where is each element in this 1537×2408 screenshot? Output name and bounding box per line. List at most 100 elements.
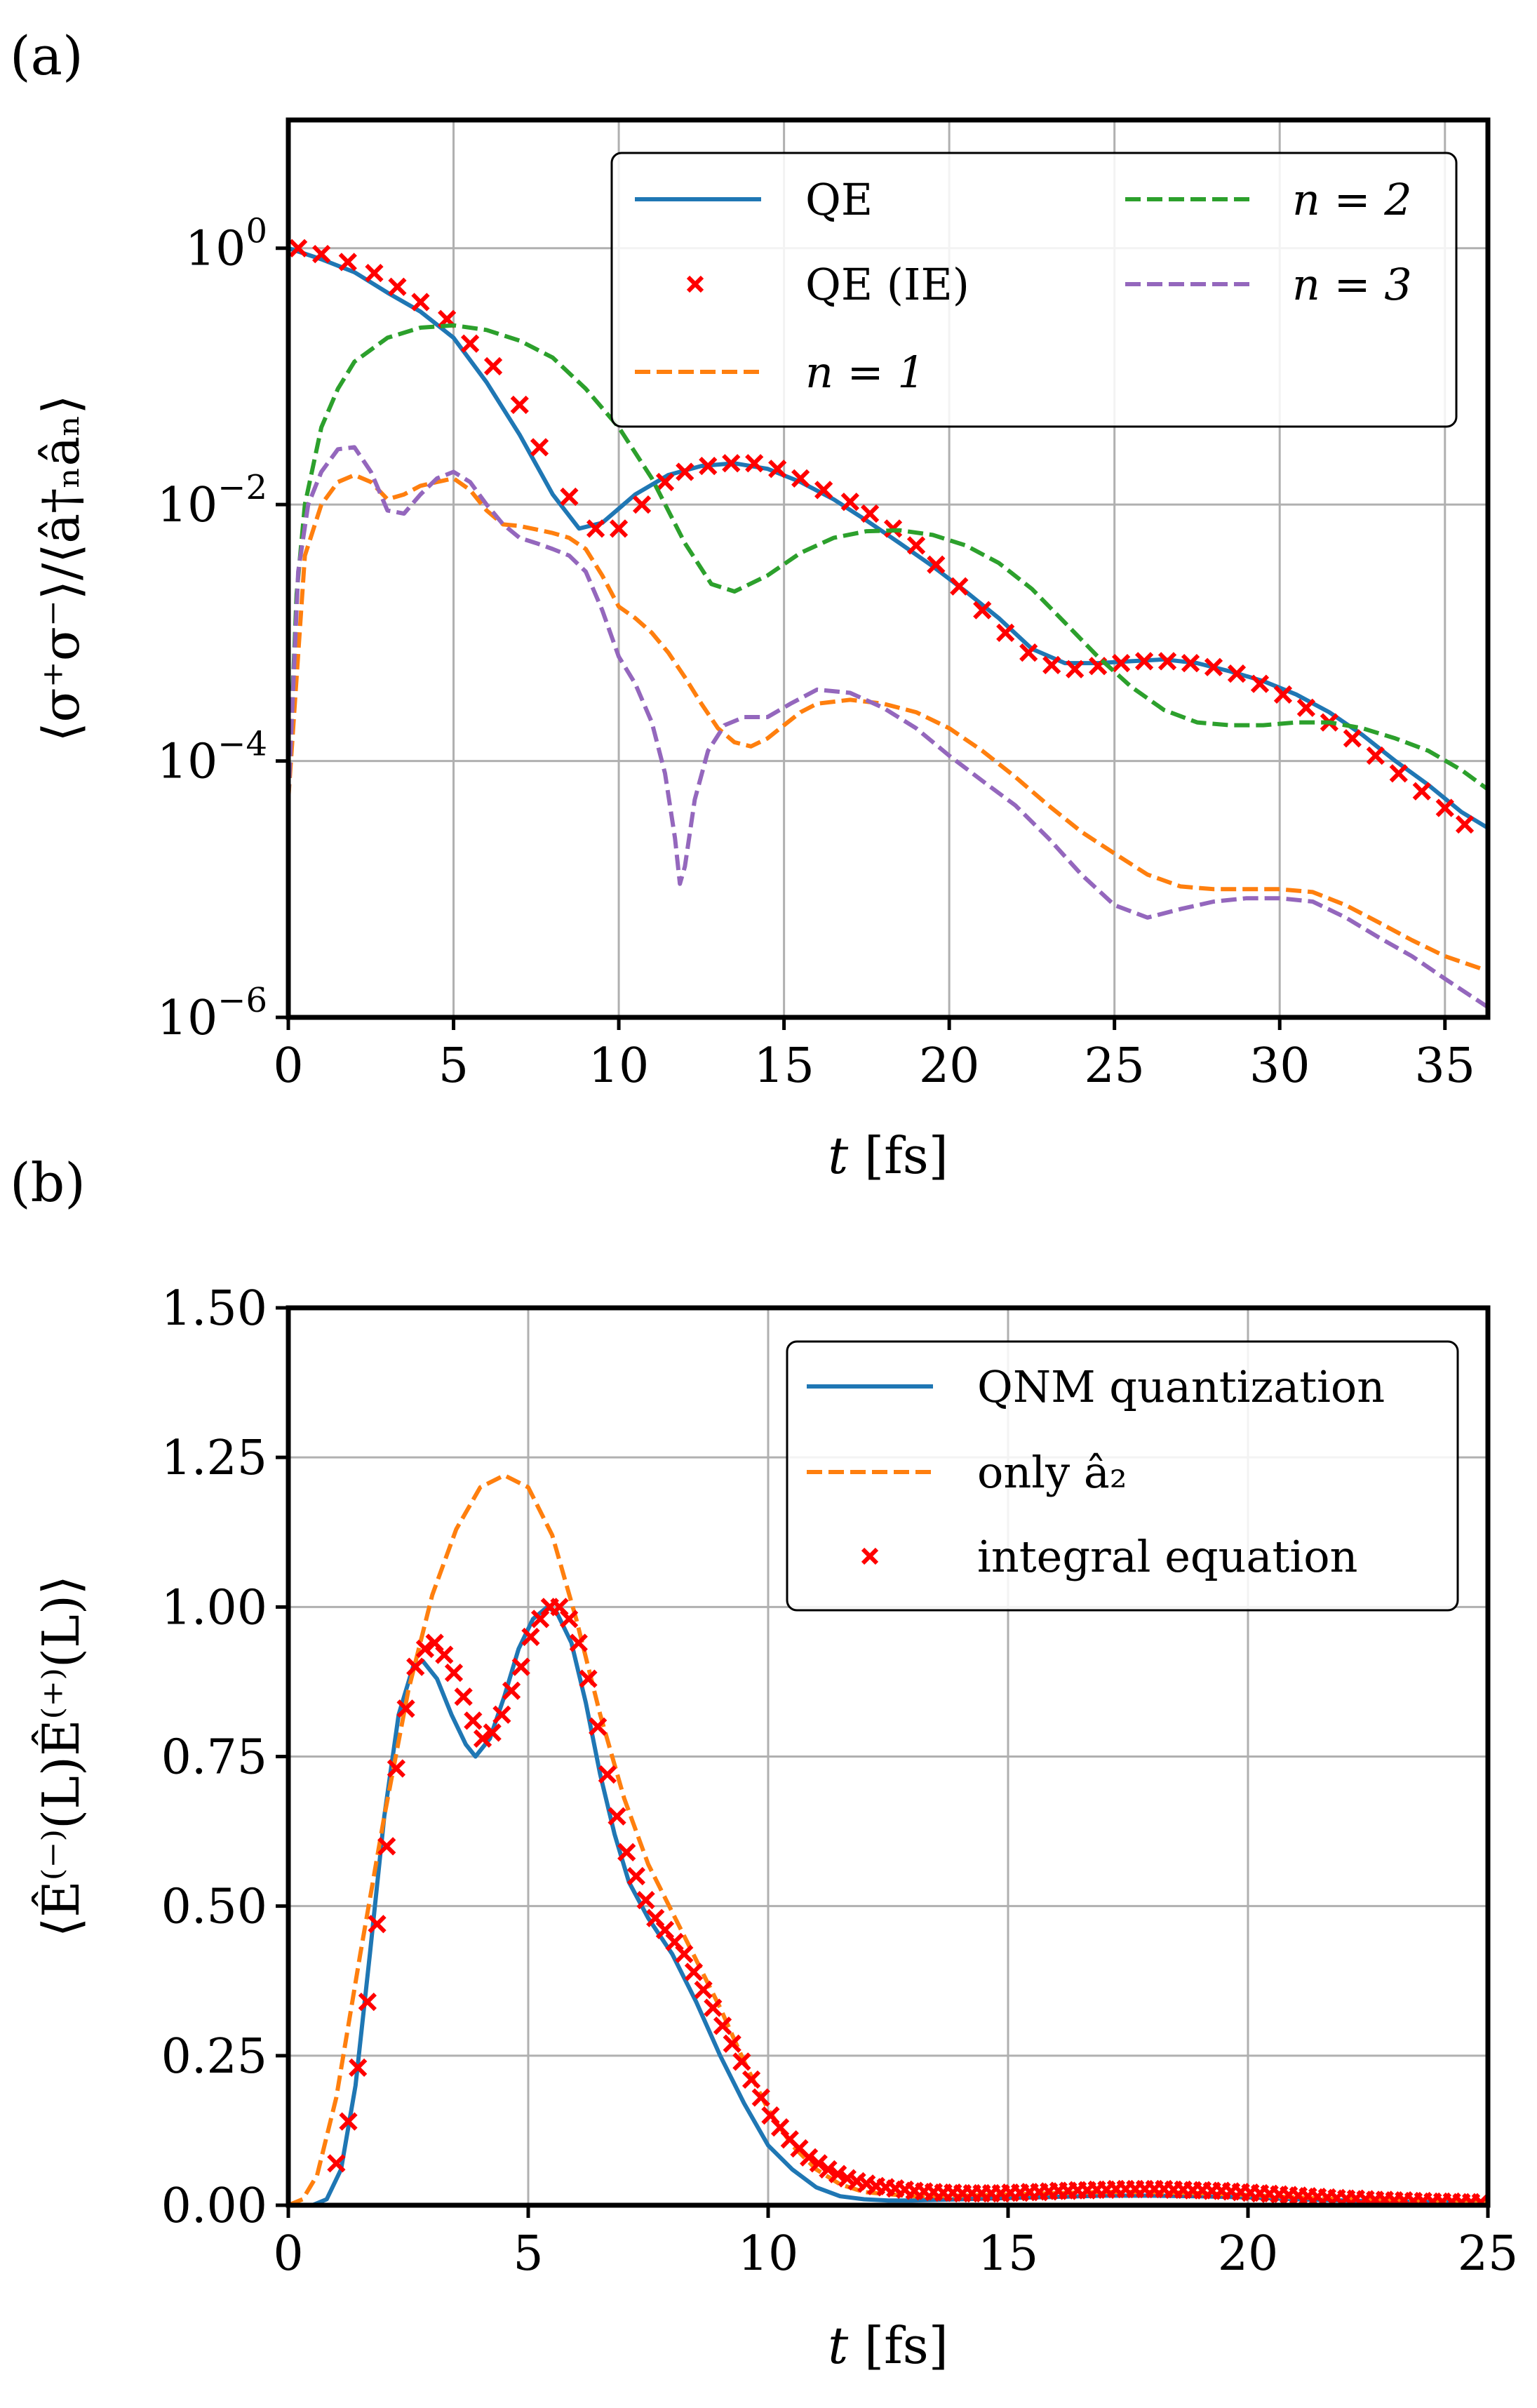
data-point (840, 493, 859, 511)
legend-label-qnm: QNM quantization (977, 1361, 1385, 1412)
data-point (1366, 746, 1385, 765)
data-point (473, 1729, 492, 1748)
data-point (626, 1866, 646, 1886)
data-point (502, 1681, 521, 1700)
x-tick-label: 35 (1414, 1038, 1475, 1094)
data-point (745, 454, 764, 473)
x-tick-label: 5 (438, 1038, 469, 1094)
data-point (1042, 655, 1061, 674)
x-tick-label: 20 (1218, 2226, 1279, 2282)
data-point (732, 2052, 751, 2071)
data-point (560, 1610, 579, 1628)
x-tick-label: 10 (738, 2226, 799, 2282)
y-tick-label: 10−6 (157, 981, 267, 1046)
legend-label-qe-ie: QE (IE) (805, 259, 969, 310)
data-point (655, 472, 675, 492)
data-point (388, 277, 407, 296)
panel-a-frame (286, 117, 1491, 1020)
data-point (1435, 798, 1454, 817)
panel-a-ylabel: ⟨σ⁺σ⁻⟩/⟨â†ₙâₙ⟩ (32, 394, 90, 742)
data-point (464, 1711, 483, 1730)
data-point (339, 2112, 358, 2131)
panel-b-legend: QNM quantization only â₂ integral equati… (786, 1340, 1459, 1612)
data-point (406, 1657, 425, 1676)
series-line-n-3 (288, 445, 1488, 1010)
data-point (435, 1645, 454, 1664)
x-tick-label: 10 (589, 1038, 650, 1094)
data-point (950, 577, 969, 596)
data-point (800, 2148, 819, 2167)
data-point (617, 1842, 636, 1862)
panel-a-label: (a) (10, 25, 83, 87)
data-point (368, 1915, 387, 1934)
series-line-n-1 (288, 473, 1488, 973)
data-point (483, 1723, 502, 1742)
data-point (1412, 782, 1431, 801)
data-point (636, 1891, 655, 1910)
data-point (387, 1759, 406, 1778)
data-point (906, 536, 926, 555)
data-point (1250, 674, 1270, 693)
panel-b-ylabel: ⟨Ê⁽⁻⁾(L)Ê⁽⁺⁾(L)⟩ (31, 1575, 90, 1937)
data-point (751, 2088, 770, 2107)
data-point (492, 1705, 511, 1724)
panel-a-legend-box (610, 152, 1458, 428)
data-point (1066, 660, 1085, 678)
data-point (510, 395, 529, 415)
data-point (411, 293, 430, 312)
data-point (1273, 685, 1293, 704)
data-point (809, 2154, 828, 2173)
legend-label-n2: n = 2 (1292, 174, 1412, 225)
x-tick-label: 0 (273, 1038, 303, 1094)
series-qe-ie (289, 239, 1475, 834)
y-tick-label: 0.75 (161, 1730, 267, 1786)
data-point (722, 454, 741, 473)
legend-label-only-a2: only â₂ (977, 1447, 1127, 1498)
data-point (1389, 764, 1408, 783)
data-point (598, 1765, 617, 1784)
data-point (1296, 698, 1316, 717)
panel-a-plot-area (288, 239, 1488, 1010)
legend-label-integral: integral equation (977, 1531, 1357, 1582)
y-tick-label: 1.25 (161, 1431, 267, 1486)
data-point (927, 555, 946, 574)
panel-b-legend-box (786, 1340, 1459, 1612)
y-tick-label: 0.50 (161, 1880, 267, 1935)
data-point (396, 1699, 415, 1718)
data-point (723, 2034, 741, 2053)
panel-a-ticks: 0 5 10 15 20 25 30 35 100 10−2 10−4 10−6 (157, 212, 1475, 1094)
data-point (675, 1944, 694, 1964)
legend-marker-qe-ie (686, 275, 704, 293)
data-point (819, 2160, 838, 2179)
panel-b-xlabel: t [fs] (828, 2316, 948, 2375)
data-point (365, 264, 384, 283)
data-point (828, 2165, 847, 2183)
data-point (530, 438, 549, 457)
data-point (699, 457, 718, 476)
data-point (1227, 664, 1247, 683)
x-tick-label: 5 (513, 2226, 543, 2282)
y-tick-label: 1.00 (161, 1580, 267, 1636)
data-point (713, 2016, 732, 2035)
data-point (741, 2070, 761, 2089)
panel-a-legend: QE QE (IE) n = 1 n = 2 n = 3 (610, 152, 1458, 428)
legend-marker-integral (861, 1547, 879, 1565)
data-point (560, 487, 579, 507)
data-point (569, 1633, 588, 1652)
data-point (1343, 729, 1362, 748)
data-point (579, 1669, 598, 1688)
data-point (814, 481, 833, 500)
data-point (444, 1664, 464, 1683)
data-point (860, 504, 880, 523)
data-point (311, 244, 331, 264)
data-point (349, 2058, 368, 2078)
series-line-n-2 (288, 323, 1488, 800)
x-tick-label: 0 (273, 2226, 303, 2282)
data-point (289, 239, 308, 257)
data-point (521, 1627, 540, 1647)
data-point (1134, 652, 1154, 671)
data-point (586, 519, 605, 538)
data-point (483, 356, 503, 376)
x-tick-label: 20 (919, 1038, 980, 1094)
